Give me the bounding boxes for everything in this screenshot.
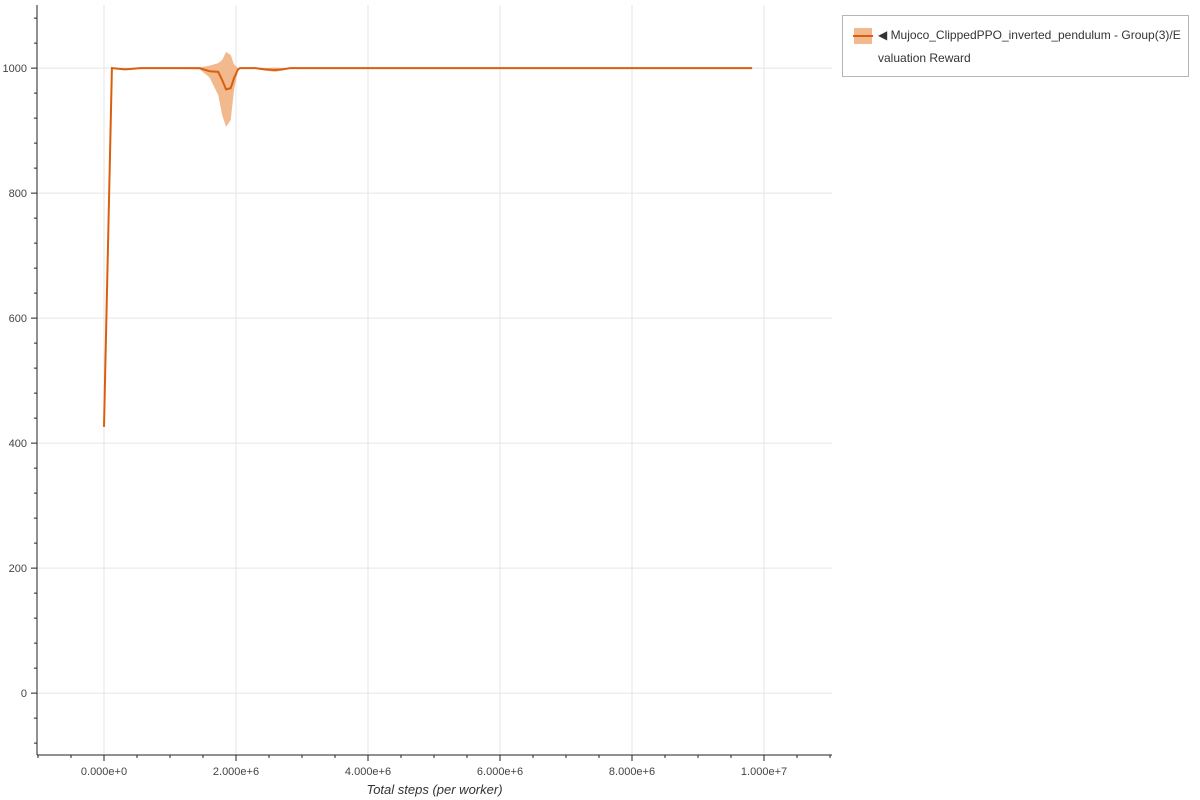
x-tick-label: 1.000e+7 bbox=[741, 766, 787, 778]
legend-swatch-line bbox=[853, 35, 873, 37]
x-tick-label: 0.000e+0 bbox=[81, 766, 127, 778]
x-tick-label: 6.000e+6 bbox=[477, 766, 523, 778]
y-tick-label: 800 bbox=[9, 188, 27, 200]
y-tick-label: 400 bbox=[9, 438, 27, 450]
y-tick-label: 1000 bbox=[3, 63, 27, 75]
y-tick-label: 200 bbox=[9, 563, 27, 575]
x-tick-label: 2.000e+6 bbox=[213, 766, 259, 778]
confidence-band bbox=[103, 51, 753, 427]
series-line bbox=[102, 67, 753, 427]
legend[interactable]: ◀ Mujoco_ClippedPPO_inverted_pendulum - … bbox=[842, 15, 1189, 77]
legend-label: ◀ Mujoco_ClippedPPO_inverted_pendulum - … bbox=[878, 28, 1181, 65]
y-tick-label: 0 bbox=[21, 688, 27, 700]
x-tick-label: 4.000e+6 bbox=[345, 766, 391, 778]
y-tick-label: 600 bbox=[9, 313, 27, 325]
x-tick-label: 8.000e+6 bbox=[609, 766, 655, 778]
x-axis-label: Total steps (per worker) bbox=[366, 782, 502, 797]
